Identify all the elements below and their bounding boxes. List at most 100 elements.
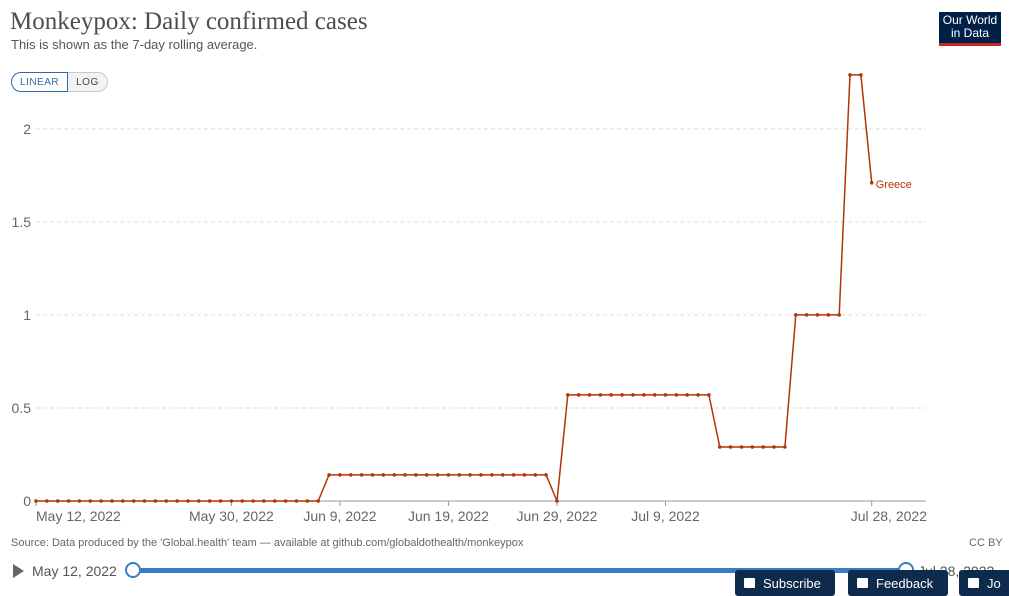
data-point: [316, 499, 321, 503]
data-point: [555, 499, 559, 503]
data-point: [815, 313, 820, 317]
source-note: Source: Data produced by the 'Global.hea…: [11, 537, 524, 549]
data-point: [587, 393, 592, 397]
data-point: [869, 181, 874, 185]
x-axis-ticks: May 12, 2022 May 30, 2022 Jun 9, 2022 Jun 1…: [35, 501, 927, 524]
data-point: [479, 473, 483, 477]
data-point: [642, 393, 646, 397]
extra-button[interactable]: Jo: [959, 570, 1009, 596]
data-point: [88, 499, 93, 503]
data-point: [294, 499, 299, 503]
data-point: [576, 393, 581, 397]
y-tick-label: 1: [23, 307, 31, 323]
data-point: [511, 473, 516, 477]
data-point: [45, 499, 49, 503]
x-tick-label: Jul 9, 2022: [631, 508, 700, 524]
data-point: [490, 473, 494, 477]
data-point: [34, 499, 38, 503]
extra-icon: [968, 578, 979, 588]
data-point: [99, 499, 103, 503]
data-point: [848, 73, 852, 77]
data-point: [359, 473, 364, 477]
grid-lines: [36, 128, 926, 502]
license-label[interactable]: CC BY: [969, 537, 1003, 549]
y-tick-label: 0.5: [12, 400, 32, 416]
timeline-track[interactable]: [133, 568, 906, 573]
data-point: [598, 393, 603, 397]
data-point: [631, 393, 635, 397]
data-point: [142, 499, 147, 503]
series-label: Greece: [876, 179, 912, 191]
data-point: [218, 499, 223, 503]
data-point: [663, 393, 668, 397]
data-point: [468, 473, 472, 477]
data-point: [739, 445, 744, 449]
data-point: [826, 313, 831, 317]
data-point: [349, 473, 353, 477]
data-point: [794, 313, 798, 317]
series-greece: Greece: [34, 73, 912, 503]
timeline-start-handle[interactable]: [125, 562, 141, 578]
data-point: [153, 499, 158, 503]
data-point: [370, 473, 375, 477]
x-tick-label: May 30, 2022: [189, 508, 274, 524]
subscribe-button[interactable]: Subscribe: [735, 570, 835, 596]
timeline-slider: May 12, 2022 Jul 28, 2022 Subscribe Feed…: [0, 558, 1009, 596]
data-point: [783, 445, 787, 449]
data-point: [403, 473, 407, 477]
data-point: [674, 393, 679, 397]
data-point: [500, 473, 505, 477]
linear-scale-button[interactable]: LINEAR: [11, 72, 69, 92]
data-point: [609, 393, 613, 397]
data-point: [750, 445, 755, 449]
data-point: [197, 499, 201, 503]
data-point: [66, 499, 71, 503]
logo-line-2: in Data: [950, 26, 990, 40]
series-line: [36, 74, 873, 502]
data-point: [305, 499, 310, 503]
chart-title: Monkeypox: Daily confirmed cases: [10, 8, 368, 35]
extra-label: Jo: [987, 575, 1001, 591]
data-point: [544, 473, 548, 477]
data-point: [175, 499, 179, 503]
data-point: [761, 445, 765, 449]
data-point: [186, 499, 190, 503]
chart-subtitle: This is shown as the 7-day rolling avera…: [11, 37, 258, 52]
data-point: [533, 473, 538, 477]
logo-line-1: Our World: [942, 13, 998, 27]
data-point: [392, 473, 397, 477]
data-point: [381, 473, 386, 477]
data-point: [240, 499, 244, 503]
data-point: [414, 473, 418, 477]
y-tick-label: 2: [23, 121, 31, 137]
data-point: [566, 393, 570, 397]
feedback-icon: [857, 578, 868, 588]
x-tick-label: May 12, 2022: [36, 508, 121, 524]
data-point: [251, 499, 255, 503]
data-point: [273, 499, 277, 503]
data-point: [424, 473, 429, 477]
data-point: [327, 473, 331, 477]
x-tick-label: Jun 9, 2022: [303, 508, 376, 524]
play-icon[interactable]: [13, 564, 24, 578]
data-point: [446, 473, 451, 477]
data-point: [522, 473, 527, 477]
data-point: [728, 445, 733, 449]
data-point: [837, 313, 841, 317]
x-tick-label: Jul 28, 2022: [851, 508, 927, 524]
data-point: [859, 73, 863, 77]
data-point: [457, 473, 462, 477]
data-point: [435, 473, 440, 477]
data-point: [164, 499, 168, 503]
data-point: [283, 499, 288, 503]
data-point: [707, 393, 711, 397]
feedback-label: Feedback: [876, 575, 934, 591]
data-point: [338, 473, 342, 477]
line-chart: 0 0.5 1 1.5 2 May 12, 2022 May 30, 2022 Jun 9,…: [12, 73, 927, 524]
data-point: [262, 499, 266, 503]
subscribe-label: Subscribe: [763, 575, 821, 591]
feedback-button[interactable]: Feedback: [848, 570, 948, 596]
owid-logo[interactable]: Our World in Data: [939, 12, 1001, 46]
data-point: [652, 393, 657, 397]
x-tick-label: Jun 19, 2022: [408, 508, 489, 524]
